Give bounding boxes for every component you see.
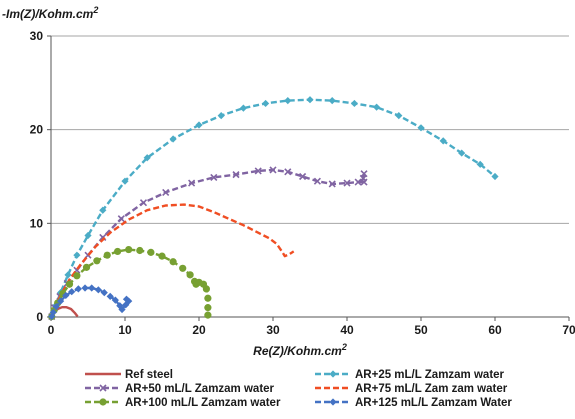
- y-tick-label: 0: [36, 310, 43, 324]
- data-point: [179, 265, 186, 272]
- gridlines: [51, 36, 569, 223]
- y-tick-label: 30: [30, 29, 44, 43]
- x-tick-labels: 0 10 20 30 40 50 60 70: [48, 317, 575, 337]
- data-point: [114, 248, 121, 255]
- data-point: [218, 112, 225, 119]
- x-tick-label: 60: [488, 323, 502, 337]
- data-point: [136, 247, 143, 254]
- data-point: [395, 112, 402, 119]
- data-point: [66, 281, 73, 288]
- x-tick-label: 0: [48, 323, 55, 337]
- legend-entry: AR+75 mL/L Zam zam water: [315, 383, 508, 395]
- x-tick-label: 40: [340, 323, 354, 337]
- x-axis-title: Re(Z)/Kohm.cm2: [253, 342, 347, 358]
- legend-entry: AR+25 mL/L Zamzam water: [315, 369, 505, 381]
- x-tick-label: 30: [266, 323, 280, 337]
- x-tick-label: 70: [562, 323, 575, 337]
- x-tick-label: 10: [118, 323, 132, 337]
- data-point: [125, 246, 132, 253]
- legend-entry: AR+50 mL/L Zamzam water: [85, 383, 275, 395]
- data-point: [104, 252, 111, 259]
- y-tick-label: 20: [30, 123, 44, 137]
- data-point: [81, 284, 88, 291]
- legend-label: AR+100 mL/L Zamzam water: [125, 397, 281, 409]
- data-point: [204, 304, 211, 311]
- x-tick-label: 20: [192, 323, 206, 337]
- data-point: [187, 271, 194, 278]
- data-point: [284, 97, 291, 104]
- data-point: [88, 284, 95, 291]
- legend-label: AR+125 mL/L Zamzam Water: [355, 397, 512, 409]
- data-point: [373, 104, 380, 111]
- data-point: [170, 135, 177, 142]
- y-axis-title: -Im(Z)/Kohm.cm2: [2, 5, 98, 21]
- data-point: [351, 100, 358, 107]
- data-point: [240, 105, 247, 112]
- data-point: [491, 173, 498, 180]
- series-line: [52, 170, 364, 317]
- legend-entry: AR+100 mL/L Zamzam water: [85, 397, 281, 409]
- legend-entry: AR+125 mL/L Zamzam Water: [315, 397, 512, 409]
- data-point: [83, 264, 90, 271]
- data-point: [158, 253, 165, 260]
- data-point: [329, 97, 336, 104]
- legend-marker: [329, 370, 336, 377]
- data-point: [64, 271, 71, 278]
- x-tick-label: 50: [414, 323, 428, 337]
- y-tick-label: 10: [30, 216, 44, 230]
- data-point: [170, 258, 177, 265]
- y-tick-labels: 0 10 20 30: [30, 29, 51, 324]
- data-point: [141, 200, 147, 206]
- axes: [51, 36, 569, 317]
- legend-label: Ref steel: [125, 369, 173, 381]
- series-line: [52, 100, 495, 317]
- legend-entry: Ref steel: [85, 369, 173, 381]
- data-point: [306, 96, 313, 103]
- data-point: [204, 295, 211, 302]
- data-point: [93, 257, 100, 264]
- data-point: [147, 249, 154, 256]
- data-point: [204, 312, 211, 319]
- data-point: [95, 286, 102, 293]
- series-line: [52, 250, 208, 317]
- legend-label: AR+50 mL/L Zamzam water: [125, 383, 275, 395]
- data-point: [203, 285, 210, 292]
- legend-marker: [99, 398, 106, 405]
- data-point: [73, 252, 80, 259]
- legend-label: AR+75 mL/L Zam zam water: [355, 383, 508, 395]
- data-point: [73, 272, 80, 279]
- legend-marker: [329, 398, 336, 405]
- legend: Ref steel AR+25 mL/L Zamzam water AR+50 mL…: [85, 369, 512, 409]
- data-point: [262, 100, 269, 107]
- legend-label: AR+25 mL/L Zamzam water: [355, 369, 505, 381]
- data-point: [75, 285, 82, 292]
